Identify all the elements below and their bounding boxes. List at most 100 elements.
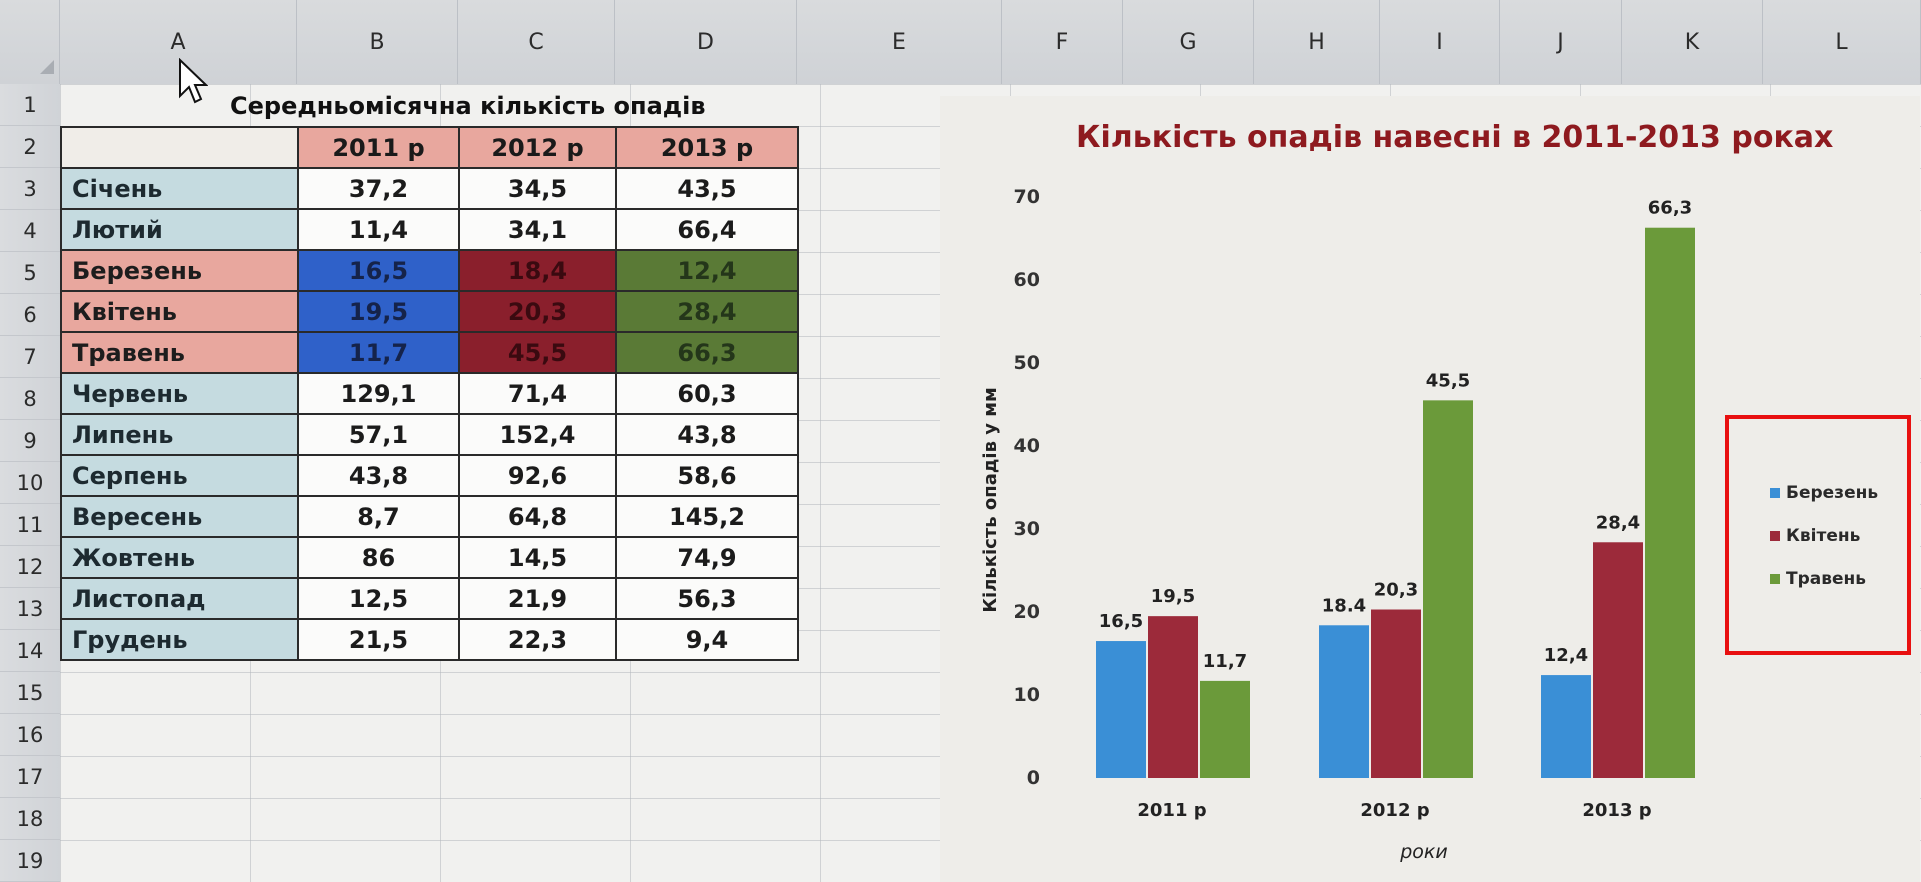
row-header-4[interactable]: 4 xyxy=(0,210,60,252)
value-cell[interactable]: 11,4 xyxy=(297,208,460,251)
value-cell[interactable]: 22,3 xyxy=(458,618,617,661)
value-cell[interactable]: 9,4 xyxy=(615,618,799,661)
month-cell[interactable]: Квітень xyxy=(60,290,299,333)
month-cell[interactable]: Травень xyxy=(60,331,299,374)
value-cell[interactable]: 43,8 xyxy=(615,413,799,456)
month-cell[interactable]: Серпень xyxy=(60,454,299,497)
value-cell[interactable]: 21,9 xyxy=(458,577,617,620)
column-header-c[interactable]: C xyxy=(458,0,615,84)
value-cell[interactable]: 37,2 xyxy=(297,167,460,210)
column-header-j[interactable]: J xyxy=(1500,0,1622,84)
value-cell[interactable]: 86 xyxy=(297,536,460,579)
table-row: Квітень 19,5 20,3 28,4 xyxy=(60,290,799,333)
value-cell[interactable]: 60,3 xyxy=(615,372,799,415)
column-header-e[interactable]: E xyxy=(797,0,1002,84)
value-cell[interactable]: 64,8 xyxy=(458,495,617,538)
column-header-d[interactable]: D xyxy=(615,0,797,84)
row-header-1[interactable]: 1 xyxy=(0,84,60,126)
value-cell[interactable]: 71,4 xyxy=(458,372,617,415)
header-year-2013[interactable]: 2013 р xyxy=(615,126,799,169)
month-cell[interactable]: Листопад xyxy=(60,577,299,620)
month-cell[interactable]: Вересень xyxy=(60,495,299,538)
value-cell[interactable]: 34,1 xyxy=(458,208,617,251)
month-cell[interactable]: Січень xyxy=(60,167,299,210)
sheet-title[interactable]: Середньомісячна кількість опадів xyxy=(230,92,706,120)
row-header-9[interactable]: 9 xyxy=(0,420,60,462)
header-year-2012[interactable]: 2012 р xyxy=(458,126,617,169)
value-cell[interactable]: 12,4 xyxy=(615,249,799,292)
row-header-12[interactable]: 12 xyxy=(0,546,60,588)
value-cell[interactable]: 43,8 xyxy=(297,454,460,497)
table-row: Вересень 8,7 64,8 145,2 xyxy=(60,495,799,538)
value-cell[interactable]: 56,3 xyxy=(615,577,799,620)
value-cell[interactable]: 43,5 xyxy=(615,167,799,210)
chart-title: Кількість опадів навесні в 2011-2013 рок… xyxy=(1076,120,1834,155)
value-cell[interactable]: 8,7 xyxy=(297,495,460,538)
month-cell[interactable]: Лютий xyxy=(60,208,299,251)
y-tick-label: 0 xyxy=(1027,767,1040,789)
value-cell[interactable]: 20,3 xyxy=(458,290,617,333)
value-cell[interactable]: 92,6 xyxy=(458,454,617,497)
row-header-14[interactable]: 14 xyxy=(0,630,60,672)
month-cell[interactable]: Червень xyxy=(60,372,299,415)
value-cell[interactable]: 28,4 xyxy=(615,290,799,333)
month-cell[interactable]: Березень xyxy=(60,249,299,292)
row-header-5[interactable]: 5 xyxy=(0,252,60,294)
legend-label-may: Травень xyxy=(1786,569,1867,589)
value-cell[interactable]: 58,6 xyxy=(615,454,799,497)
column-header-a[interactable]: A xyxy=(60,0,297,84)
value-cell[interactable]: 12,5 xyxy=(297,577,460,620)
table-row: Червень 129,1 71,4 60,3 xyxy=(60,372,799,415)
value-cell[interactable]: 57,1 xyxy=(297,413,460,456)
value-cell[interactable]: 145,2 xyxy=(615,495,799,538)
row-header-18[interactable]: 18 xyxy=(0,798,60,840)
row-header-2[interactable]: 2 xyxy=(0,126,60,168)
column-header-k[interactable]: K xyxy=(1622,0,1763,84)
row-header-17[interactable]: 17 xyxy=(0,756,60,798)
value-cell[interactable]: 21,5 xyxy=(297,618,460,661)
mouse-cursor-icon xyxy=(179,58,208,104)
legend-label-april: Квітень xyxy=(1786,526,1861,546)
value-cell[interactable]: 66,4 xyxy=(615,208,799,251)
y-tick-label: 30 xyxy=(1014,518,1040,540)
value-cell[interactable]: 19,5 xyxy=(297,290,460,333)
month-cell[interactable]: Жовтень xyxy=(60,536,299,579)
column-header-f[interactable]: F xyxy=(1002,0,1123,84)
legend-swatch-march xyxy=(1770,488,1780,498)
header-year-2011[interactable]: 2011 р xyxy=(297,126,460,169)
column-header-g[interactable]: G xyxy=(1123,0,1254,84)
value-cell[interactable]: 74,9 xyxy=(615,536,799,579)
legend-label-march: Березень xyxy=(1786,483,1879,503)
row-header-10[interactable]: 10 xyxy=(0,462,60,504)
row-header-11[interactable]: 11 xyxy=(0,504,60,546)
month-cell[interactable]: Липень xyxy=(60,413,299,456)
table-row: Липень 57,1 152,4 43,8 xyxy=(60,413,799,456)
select-all-corner[interactable] xyxy=(0,0,60,84)
row-header-15[interactable]: 15 xyxy=(0,672,60,714)
table-row: Лютий 11,4 34,1 66,4 xyxy=(60,208,799,251)
row-header-13[interactable]: 13 xyxy=(0,588,60,630)
row-header-8[interactable]: 8 xyxy=(0,378,60,420)
row-header-3[interactable]: 3 xyxy=(0,168,60,210)
value-cell[interactable]: 152,4 xyxy=(458,413,617,456)
row-header-16[interactable]: 16 xyxy=(0,714,60,756)
bar-0-2 xyxy=(1200,680,1250,778)
value-cell[interactable]: 66,3 xyxy=(615,331,799,374)
value-cell[interactable]: 14,5 xyxy=(458,536,617,579)
value-cell[interactable]: 34,5 xyxy=(458,167,617,210)
month-cell[interactable]: Грудень xyxy=(60,618,299,661)
column-header-h[interactable]: H xyxy=(1254,0,1380,84)
header-blank-cell[interactable] xyxy=(60,126,299,169)
bar-0-0 xyxy=(1096,641,1146,778)
row-header-6[interactable]: 6 xyxy=(0,294,60,336)
value-cell[interactable]: 18,4 xyxy=(458,249,617,292)
column-header-i[interactable]: I xyxy=(1380,0,1500,84)
legend-item-may: Травень xyxy=(1770,566,1866,592)
column-header-b[interactable]: B xyxy=(297,0,458,84)
row-header-7[interactable]: 7 xyxy=(0,336,60,378)
value-cell[interactable]: 11,7 xyxy=(297,331,460,374)
value-cell[interactable]: 45,5 xyxy=(458,331,617,374)
value-cell[interactable]: 16,5 xyxy=(297,249,460,292)
value-cell[interactable]: 129,1 xyxy=(297,372,460,415)
